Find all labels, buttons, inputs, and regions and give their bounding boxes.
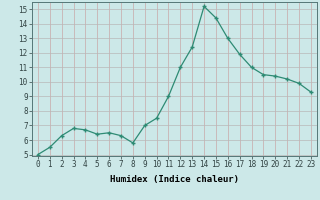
X-axis label: Humidex (Indice chaleur): Humidex (Indice chaleur) (110, 175, 239, 184)
